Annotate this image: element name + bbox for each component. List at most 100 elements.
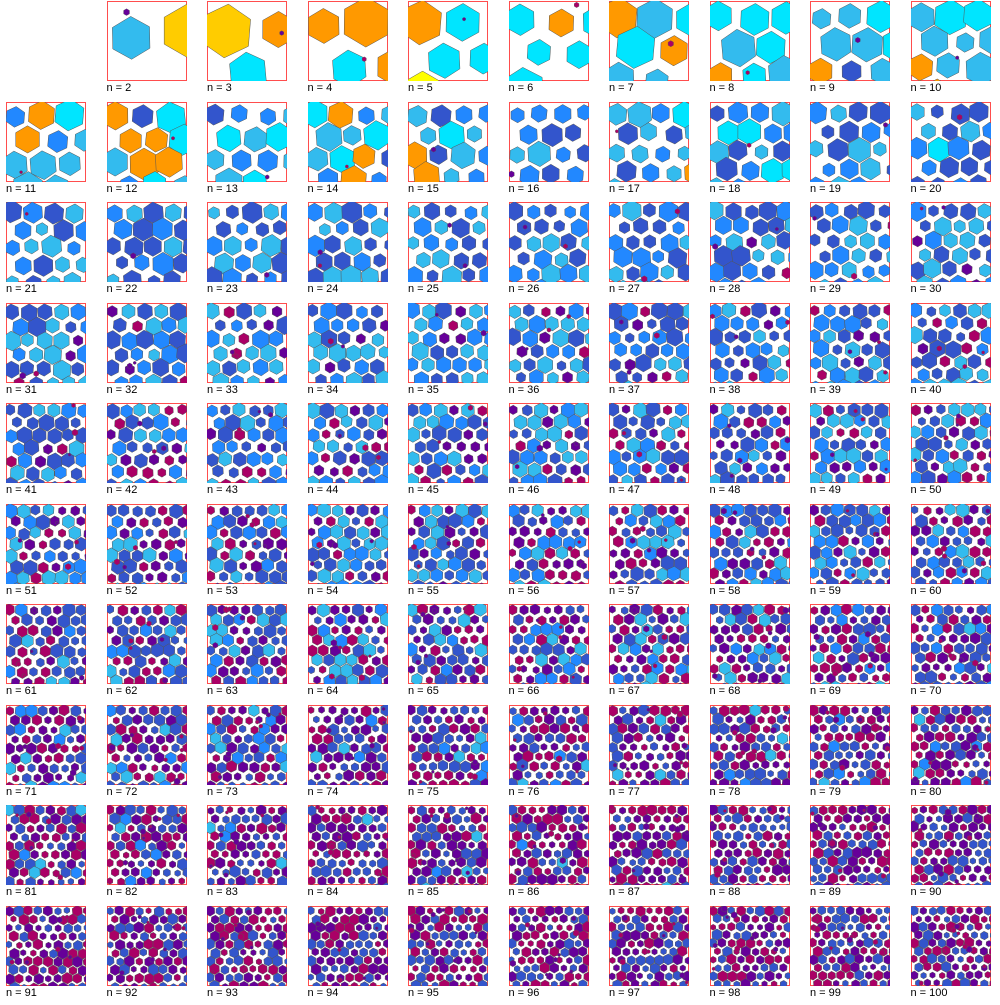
hexagon-shape <box>255 720 259 724</box>
hexagon-shape <box>226 751 231 757</box>
hexagon-shape <box>583 826 587 830</box>
hexagon-shape <box>770 825 776 831</box>
hexagon-shape <box>465 807 468 810</box>
panel-n-81: n = 81 <box>0 804 100 904</box>
hexagon-shape <box>868 663 873 668</box>
hexagon-shape <box>779 815 784 821</box>
panel-label: n = 80 <box>911 786 942 798</box>
hexagon-shape <box>768 734 774 741</box>
hexagon-shape <box>871 615 880 625</box>
hexagon-shape <box>339 714 342 718</box>
panel-n-84: n = 84 <box>302 804 402 904</box>
panel-n-35: n = 35 <box>402 302 502 402</box>
hexagon-shape <box>315 921 320 927</box>
hexagon-shape <box>940 857 947 865</box>
hexagon-shape <box>539 841 545 848</box>
hexagon-shape <box>68 453 71 456</box>
hexagon-shape <box>957 769 963 776</box>
hexagon-shape <box>574 442 578 446</box>
hexagon-shape <box>673 676 680 683</box>
hexagon-shape <box>654 867 662 876</box>
hexagon-shape <box>931 462 939 471</box>
hexagon-shape <box>716 616 723 624</box>
packing-diagram <box>710 1 790 81</box>
hexagon-shape <box>544 607 551 614</box>
hexagon-shape <box>238 933 244 940</box>
panel-label: n = 47 <box>609 484 640 496</box>
hexagon-shape <box>430 814 433 818</box>
hexagon-shape <box>442 646 449 654</box>
hexagon-shape <box>930 723 937 732</box>
hexagon-shape <box>449 616 456 624</box>
panel-n-90: n = 90 <box>905 804 1000 904</box>
hexagon-shape <box>24 658 31 666</box>
hexagon-shape <box>779 875 786 883</box>
hexagon-shape <box>515 464 519 469</box>
hexagon-shape <box>358 806 366 815</box>
panel-label: n = 13 <box>207 183 238 195</box>
hexagon-shape <box>261 814 264 818</box>
hexagon-shape <box>782 654 789 662</box>
hexagon-shape <box>844 831 852 840</box>
hexagon-shape <box>227 607 231 612</box>
panel-n-14: n = 14 <box>302 101 402 201</box>
hexagon-shape <box>959 840 967 849</box>
hexagon-shape <box>12 735 19 743</box>
hexagon-shape <box>772 761 778 768</box>
hexagon-shape <box>424 654 428 658</box>
panel-label: n = 54 <box>308 585 339 597</box>
hexagon-shape <box>978 751 984 758</box>
hexagon-shape <box>48 861 54 868</box>
hexagon-shape <box>668 716 675 724</box>
hexagon-shape <box>657 417 665 426</box>
panel-n-77: n = 77 <box>603 704 703 804</box>
hexagon-shape <box>133 545 137 550</box>
hexagon-shape <box>339 860 346 867</box>
panel-n-59: n = 59 <box>804 503 904 603</box>
hexagon-shape <box>883 724 890 731</box>
panel-label: n = 34 <box>308 384 339 396</box>
panel-n-56: n = 56 <box>503 503 603 603</box>
panel-label: n = 29 <box>810 283 841 295</box>
panel-label: n = 66 <box>509 685 540 697</box>
hexagon-shape <box>417 564 420 568</box>
panel-label: n = 75 <box>408 786 439 798</box>
hexagon-shape <box>79 861 85 868</box>
hexagon-shape <box>450 706 458 715</box>
packing-diagram <box>107 805 187 885</box>
panel-n-45: n = 45 <box>402 402 502 502</box>
hexagon-shape <box>243 627 250 635</box>
hexagon-shape <box>419 645 426 652</box>
hexagon-shape <box>176 814 179 818</box>
hexagon-shape <box>985 726 990 731</box>
hexagon-shape <box>280 31 284 36</box>
panel-n-5: n = 5 <box>402 0 502 100</box>
hexagon-shape <box>632 869 635 873</box>
hexagon-shape <box>956 423 959 426</box>
hexagon-shape <box>930 857 937 865</box>
panel-n-87: n = 87 <box>603 804 703 904</box>
hexagon-shape <box>318 908 324 915</box>
hexagon-shape <box>151 764 157 771</box>
panel-label: n = 9 <box>810 82 835 94</box>
hexagon-shape <box>15 957 22 965</box>
hexagon-shape <box>829 823 836 831</box>
hexagon-shape <box>330 467 338 476</box>
hexagon-shape <box>444 812 450 819</box>
panel-label: n = 64 <box>308 685 339 697</box>
panel-label: n = 27 <box>609 283 640 295</box>
hexagon-shape <box>936 345 941 351</box>
hexagon-shape <box>723 809 726 812</box>
hexagon-shape <box>237 859 243 866</box>
panel-n-23: n = 23 <box>201 201 301 301</box>
hexagon-shape <box>454 626 461 634</box>
hexagon-shape <box>562 743 569 751</box>
panel-label: n = 18 <box>710 183 741 195</box>
hexagon-shape <box>268 841 276 850</box>
hexagon-shape <box>362 57 366 62</box>
hexagon-shape <box>346 840 355 850</box>
panel-label: n = 90 <box>911 886 942 898</box>
hexagon-shape <box>279 965 287 974</box>
panel-n-47: n = 47 <box>603 402 703 502</box>
hexagon-shape <box>270 916 276 922</box>
